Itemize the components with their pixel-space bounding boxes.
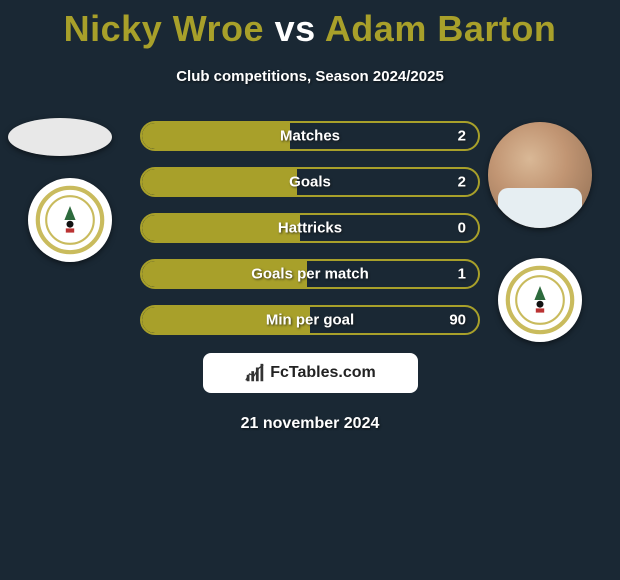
vs-label: vs [275,8,316,49]
stat-label: Goals per match [251,266,369,283]
club-crest-icon [505,265,575,335]
stat-fill [142,123,290,149]
subtitle: Club competitions, Season 2024/2025 [0,68,620,85]
stat-value: 2 [458,128,466,145]
watermark-text: FcTables.com [270,364,376,382]
player2-name: Adam Barton [325,8,557,49]
stat-row: Min per goal 90 [140,305,480,335]
player2-club-badge [498,258,582,342]
stat-value: 0 [458,220,466,237]
player1-name: Nicky Wroe [64,8,264,49]
watermark: FcTables.com [203,353,418,393]
player2-avatar [488,122,592,228]
stat-label: Matches [280,128,340,145]
stat-row: Hattricks 0 [140,213,480,243]
date-label: 21 november 2024 [0,415,620,433]
stat-value: 2 [458,174,466,191]
stat-value: 1 [458,266,466,283]
comparison-title: Nicky Wroe vs Adam Barton [0,0,620,50]
stat-fill [142,215,300,241]
stat-value: 90 [449,312,466,329]
stat-label: Goals [289,174,331,191]
stat-row: Matches 2 [140,121,480,151]
bar-chart-icon [244,362,266,384]
stat-row: Goals 2 [140,167,480,197]
stat-fill [142,169,297,195]
stat-row: Goals per match 1 [140,259,480,289]
player1-club-badge [28,178,112,262]
club-crest-icon [35,185,105,255]
stat-label: Hattricks [278,220,342,237]
stat-label: Min per goal [266,312,354,329]
player1-avatar [8,118,112,156]
